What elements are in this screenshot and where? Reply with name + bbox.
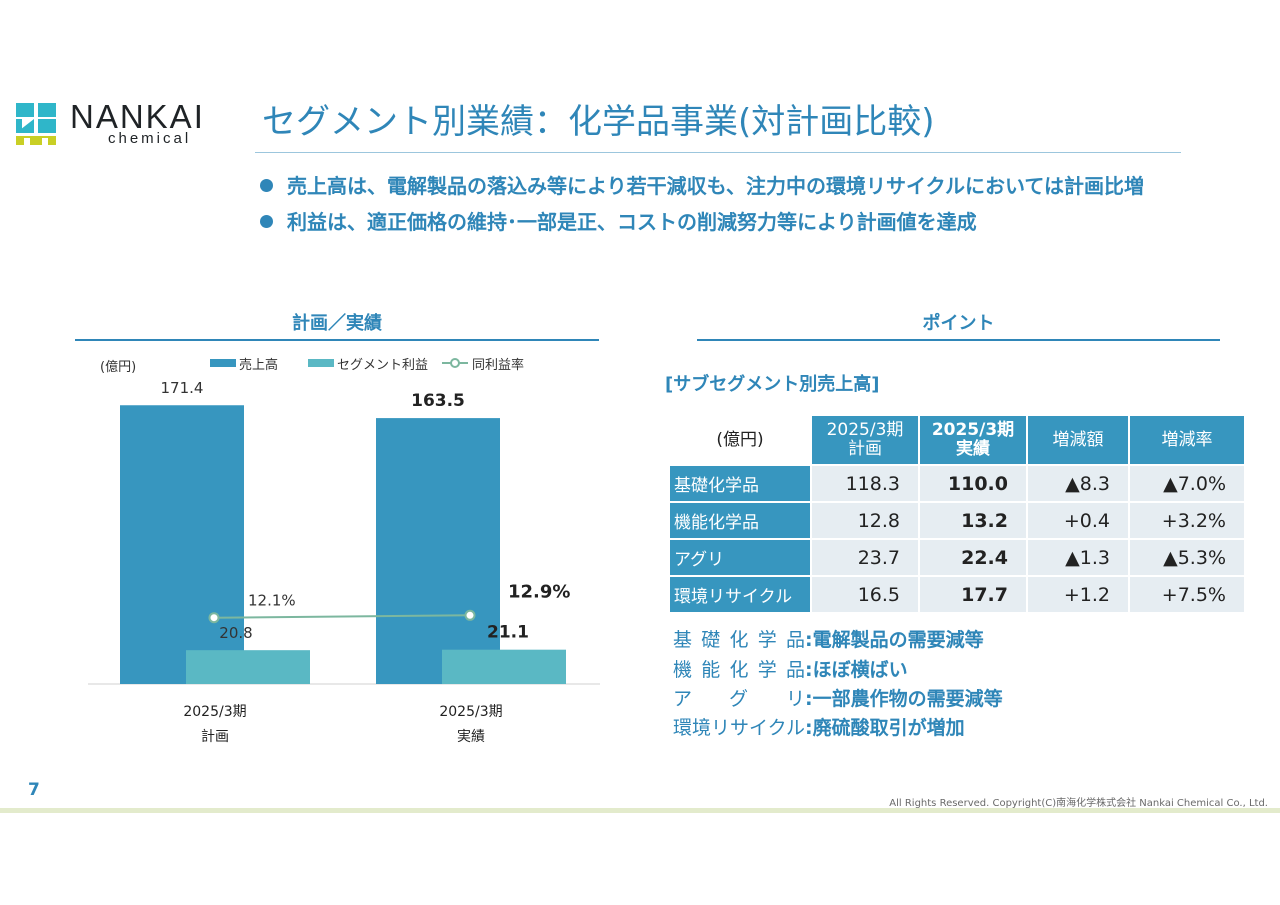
table-title: [サブセグメント別売上高] — [665, 374, 880, 395]
chart-unit-label: (億円) — [100, 359, 136, 375]
table-row: アグリ 23.7 22.4 ▲1.3 ▲5.3% — [670, 540, 1244, 575]
label-sales-plan: 171.4 — [161, 379, 204, 397]
cell-plan: 118.3 — [812, 466, 918, 501]
note-label: アグリ — [673, 688, 805, 710]
note-sep: : — [805, 717, 813, 739]
label-profit-actual: 21.1 — [487, 623, 529, 643]
legend-swatch-sales — [210, 359, 236, 367]
header-actual-period: 2025/3期 — [931, 420, 1015, 440]
header-actual-label: 実績 — [956, 439, 990, 459]
copyright: All Rights Reserved. Copyright(C)南海化学株式会… — [889, 798, 1268, 809]
header-plan-label: 計画 — [848, 439, 882, 459]
cell-plan: 23.7 — [812, 540, 918, 575]
note-sep: : — [805, 659, 813, 681]
note-item: 機能化学品:ほぼ横ばい — [673, 655, 908, 685]
cell-actual: 110.0 — [920, 466, 1026, 501]
sub-segment-sales-table: (億円) 2025/3期 計画 2025/3期 実績 増減額 増減率 基礎化学品 1… — [668, 414, 1246, 614]
row-name: アグリ — [670, 540, 810, 575]
section-divider-right — [697, 339, 1220, 341]
cell-plan: 16.5 — [812, 577, 918, 612]
note-text: 廃硫酸取引が増加 — [812, 717, 965, 739]
row-name: 基礎化学品 — [670, 466, 810, 501]
label-sales-actual: 163.5 — [411, 391, 465, 411]
bar-profit-plan — [186, 650, 310, 684]
bar-sales-plan — [120, 405, 244, 684]
header-plan-period: 2025/3期 — [826, 420, 904, 440]
legend-swatch-profit — [308, 359, 334, 367]
cell-diff: +1.2 — [1028, 577, 1128, 612]
cell-rate: ▲5.3% — [1130, 540, 1244, 575]
brand-name: NANKAI — [70, 98, 205, 135]
x-label-plan: 計画 — [201, 729, 229, 745]
x-label-actual: 実績 — [457, 729, 485, 745]
plan-actual-chart: (億円) 売上高 セグメント利益 同利益率 171.4 163.5 20.8 2… — [88, 357, 600, 745]
cell-diff: ▲1.3 — [1028, 540, 1128, 575]
brand-sub: chemical — [108, 130, 192, 147]
note-text: 一部農作物の需要減等 — [812, 688, 1003, 710]
bullet-profit: 利益は、適正価格の維持･一部是正、コストの削減努力等により計画値を達成 — [260, 208, 977, 236]
note-sep: : — [805, 688, 813, 710]
cell-plan: 12.8 — [812, 503, 918, 538]
table-header-row: (億円) 2025/3期 計画 2025/3期 実績 増減額 増減率 — [670, 416, 1244, 464]
margin-point-plan — [208, 612, 220, 624]
cell-actual: 22.4 — [920, 540, 1026, 575]
note-text: 電解製品の需要減等 — [812, 629, 984, 651]
cell-diff: +0.4 — [1028, 503, 1128, 538]
bullet-dot-icon — [260, 215, 273, 228]
section-divider-left — [75, 339, 599, 341]
row-name: 環境リサイクル — [670, 577, 810, 612]
section-heading-points: ポイント — [922, 313, 995, 334]
cell-diff: ▲8.3 — [1028, 466, 1128, 501]
cell-rate: ▲7.0% — [1130, 466, 1244, 501]
margin-point-actual — [464, 609, 476, 621]
header-rate: 増減率 — [1130, 416, 1244, 464]
note-item: 環境リサイクル:廃硫酸取引が増加 — [673, 713, 965, 743]
cell-actual: 13.2 — [920, 503, 1026, 538]
note-sep: : — [805, 629, 813, 651]
x-label-actual-period: 2025/3期 — [439, 704, 502, 720]
label-profit-plan: 20.8 — [219, 624, 252, 642]
cell-actual: 17.7 — [920, 577, 1026, 612]
bar-profit-actual — [442, 649, 566, 684]
legend-margin: 同利益率 — [472, 357, 524, 373]
legend-profit: セグメント利益 — [337, 358, 428, 373]
note-label: 機能化学品 — [673, 659, 805, 681]
note-item: アグリ:一部農作物の需要減等 — [673, 684, 1003, 714]
cell-rate: +7.5% — [1130, 577, 1244, 612]
table-unit: (億円) — [670, 416, 810, 464]
label-margin-actual: 12.9% — [508, 581, 570, 602]
note-label: 環境リサイクル — [673, 717, 806, 739]
legend-sales: 売上高 — [239, 357, 278, 373]
footer-band — [0, 808, 1280, 813]
section-heading-plan-actual: 計画／実績 — [292, 313, 382, 334]
page-title: セグメント別業績：化学品事業(対計画比較) — [262, 102, 935, 142]
cell-rate: +3.2% — [1130, 503, 1244, 538]
margin-line — [213, 614, 471, 619]
page-number: 7 — [28, 780, 40, 800]
note-text: ほぼ横ばい — [812, 659, 908, 681]
header-plan: 2025/3期 計画 — [812, 416, 918, 464]
note-label: 基礎化学品 — [673, 629, 805, 651]
table-row: 機能化学品 12.8 13.2 +0.4 +3.2% — [670, 503, 1244, 538]
x-label-plan-period: 2025/3期 — [183, 704, 246, 720]
header-diff: 増減額 — [1028, 416, 1128, 464]
title-divider — [255, 152, 1181, 153]
note-item: 基礎化学品:電解製品の需要減等 — [673, 625, 984, 655]
bullet-dot-icon — [260, 179, 273, 192]
table-row: 環境リサイクル 16.5 17.7 +1.2 +7.5% — [670, 577, 1244, 612]
bullet-text: 利益は、適正価格の維持･一部是正、コストの削減努力等により計画値を達成 — [287, 210, 977, 234]
bullet-sales: 売上高は、電解製品の落込み等により若干減収も、注力中の環境リサイクルにおいては計… — [260, 172, 1144, 200]
header-actual: 2025/3期 実績 — [920, 416, 1026, 464]
bar-sales-actual — [376, 418, 500, 684]
table-row: 基礎化学品 118.3 110.0 ▲8.3 ▲7.0% — [670, 466, 1244, 501]
legend-marker-margin — [450, 358, 460, 368]
row-name: 機能化学品 — [670, 503, 810, 538]
label-margin-plan: 12.1% — [248, 592, 296, 610]
nankai-logo-mark-icon — [16, 103, 56, 145]
bullet-text: 売上高は、電解製品の落込み等により若干減収も、注力中の環境リサイクルにおいては計… — [287, 174, 1144, 198]
